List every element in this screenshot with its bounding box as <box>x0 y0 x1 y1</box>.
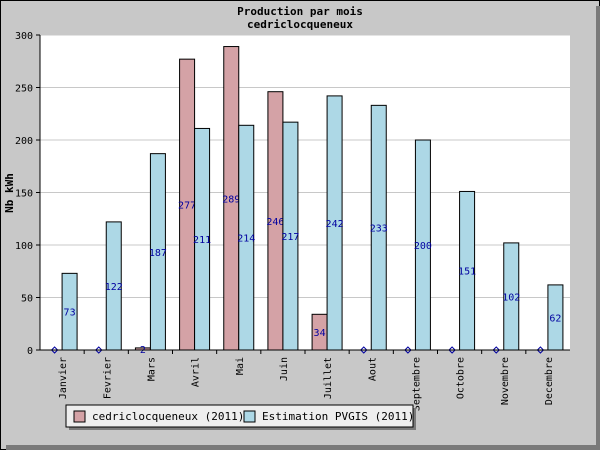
y-tick-label: 0 <box>27 346 33 357</box>
data-label: 73 <box>64 308 76 319</box>
x-tick-label: Avril <box>191 357 202 387</box>
data-label: 151 <box>458 267 476 278</box>
data-label: 277 <box>178 201 196 212</box>
x-tick-label: Octobre <box>456 357 467 399</box>
y-tick-label: 200 <box>15 136 33 147</box>
data-label: 246 <box>266 217 284 228</box>
legend: cedriclocqueneux (2011) Estimation PVGIS … <box>65 404 416 430</box>
data-label: 217 <box>281 232 299 243</box>
x-tick-label: Mars <box>146 357 157 381</box>
frame-shadow-right <box>596 6 600 450</box>
data-label: 289 <box>222 194 240 205</box>
frame-shadow-bottom <box>6 445 600 450</box>
x-tick-label: Fevrier <box>102 357 113 399</box>
y-tick-label: 150 <box>15 189 33 200</box>
data-label: 102 <box>502 292 520 303</box>
data-label: 200 <box>414 241 432 252</box>
x-tick-label: Janvier <box>58 357 69 399</box>
x-tick-label: Juillet <box>323 357 334 399</box>
data-label: 122 <box>105 282 123 293</box>
x-tick-label: Decembre <box>544 357 555 405</box>
y-tick-label: 50 <box>21 294 33 305</box>
x-tick-label: Novembre <box>500 357 511 405</box>
x-tick-label: Juin <box>279 357 290 381</box>
chart-subtitle: cedriclocqueneux <box>247 18 353 31</box>
data-label: 34 <box>314 328 326 339</box>
y-axis-label: Nb kWh <box>3 173 16 213</box>
data-label: 187 <box>149 248 167 259</box>
data-label: 214 <box>237 234 255 245</box>
y-tick-label: 250 <box>15 84 33 95</box>
legend-label-production: cedriclocqueneux (2011) <box>92 410 244 423</box>
x-tick-label: Aout <box>367 357 378 381</box>
y-tick-label: 100 <box>15 241 33 252</box>
data-label: 62 <box>549 313 561 324</box>
data-label: 233 <box>370 224 388 235</box>
chart-title: Production par mois <box>237 5 363 18</box>
data-label: 211 <box>193 235 211 246</box>
legend-swatch-production <box>73 410 86 423</box>
y-tick-label: 300 <box>15 31 33 42</box>
x-tick-label: Septembre <box>411 357 422 411</box>
data-label: 242 <box>326 219 344 230</box>
plot-area: 05010015020025030073Janvier122Fevrier218… <box>15 31 570 411</box>
legend-swatch-pvgis <box>243 410 256 423</box>
legend-label-pvgis: Estimation PVGIS (2011) <box>262 410 414 423</box>
x-tick-label: Mai <box>235 357 246 375</box>
legend-box <box>65 404 414 428</box>
